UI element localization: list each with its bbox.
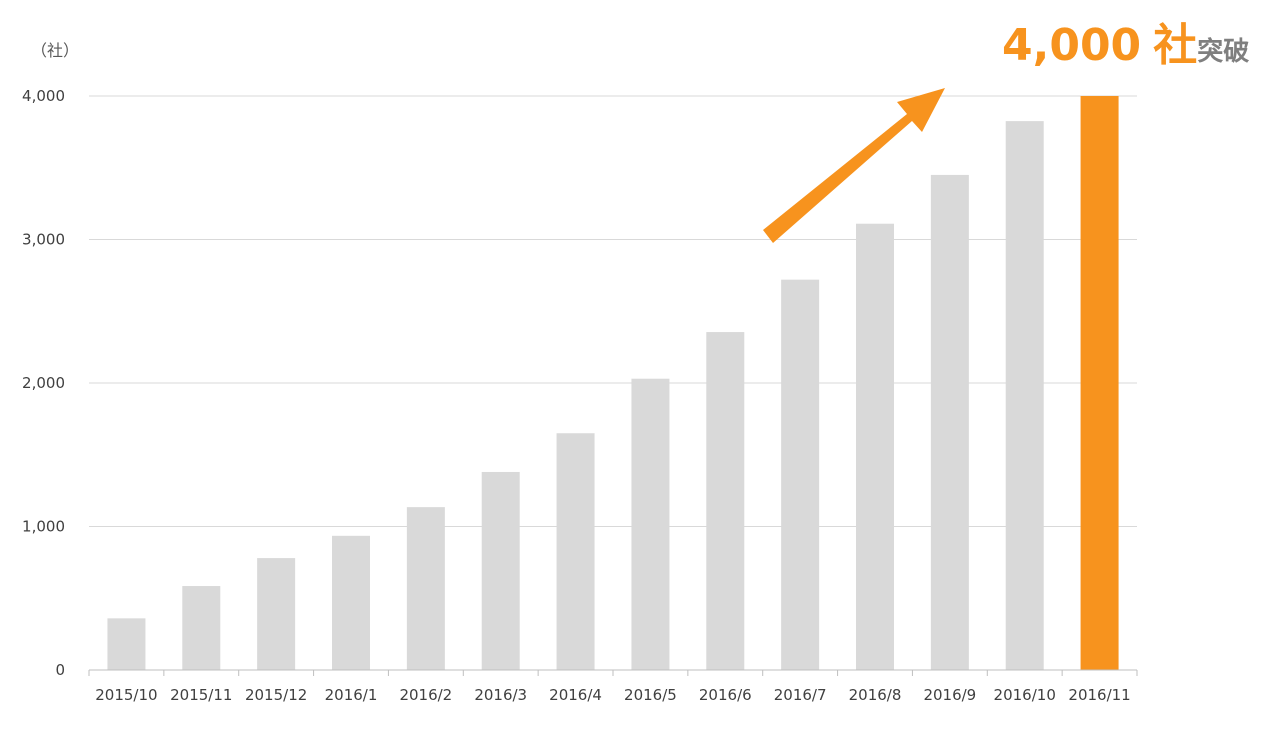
bar (481, 471, 520, 670)
x-tick-label: 2016/4 (549, 686, 602, 704)
headline-annotation: 4,000 社突破 (1002, 20, 1249, 71)
bar (781, 279, 820, 670)
bar (107, 618, 146, 670)
bar (556, 433, 595, 670)
x-tick-label: 2016/6 (699, 686, 752, 704)
headline-number: 4,000 (1002, 20, 1141, 71)
headline-suffix: 突破 (1197, 36, 1249, 67)
bar (930, 174, 969, 671)
bar (631, 378, 670, 670)
x-tick-label: 2016/10 (994, 686, 1056, 704)
x-tick-label: 2015/11 (170, 686, 232, 704)
x-tick-label: 2016/3 (474, 686, 527, 704)
x-tick-label: 2016/2 (399, 686, 452, 704)
bar (1005, 121, 1044, 671)
bar (856, 223, 894, 670)
bar (706, 332, 745, 670)
bar-highlight (1080, 96, 1119, 670)
headline-unit: 社 (1153, 20, 1197, 71)
x-tick-label: 2015/12 (245, 686, 307, 704)
y-tick-label: 3,000 (22, 231, 65, 249)
x-tick-label: 2016/11 (1068, 686, 1130, 704)
y-axis-unit-label: （社） (31, 41, 79, 60)
bar (406, 507, 445, 670)
x-tick-label: 2016/1 (325, 686, 378, 704)
y-tick-label: 4,000 (22, 87, 65, 105)
x-tick-label: 2016/9 (923, 686, 976, 704)
tick-labels: 0 1,000 2,000 3,000 4,000 2015/10 2015/11 2015/… (22, 87, 1131, 704)
y-tick-label: 1,000 (22, 518, 65, 536)
bar (332, 535, 370, 670)
x-tick-label: 2016/7 (774, 686, 827, 704)
bar (257, 558, 296, 670)
grid-lines (89, 95, 1137, 527)
y-tick-label: 0 (55, 661, 65, 679)
axes (88, 669, 1138, 676)
bars (107, 96, 1119, 671)
x-tick-label: 2016/5 (624, 686, 677, 704)
x-tick-label: 2016/8 (849, 686, 902, 704)
bar (182, 586, 221, 670)
x-tick-label: 2015/10 (95, 686, 157, 704)
y-tick-label: 2,000 (22, 374, 65, 392)
up-right-arrow-icon (763, 88, 945, 243)
